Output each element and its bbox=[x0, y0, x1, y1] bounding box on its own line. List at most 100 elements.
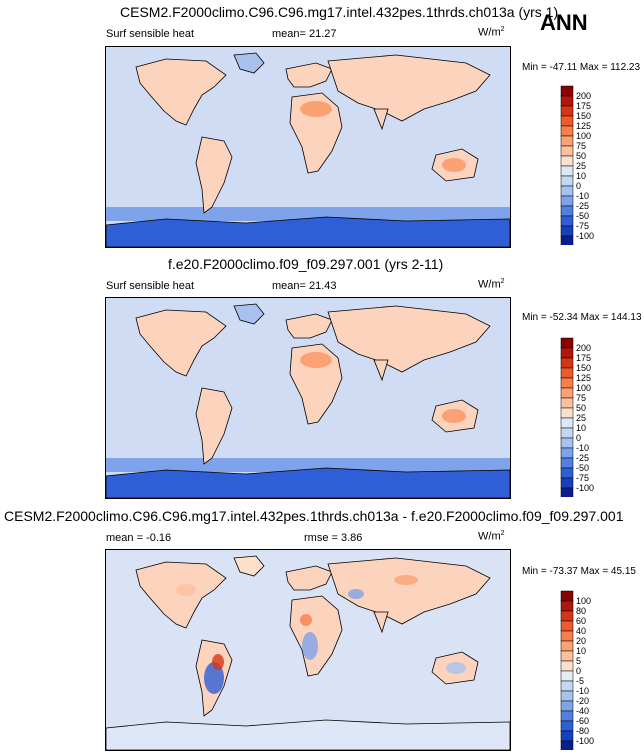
colorbar-tick-label: -50 bbox=[576, 463, 589, 473]
colorbar-box bbox=[560, 670, 574, 682]
panel2-variable-label: Surf sensible heat bbox=[106, 280, 195, 292]
colorbar-tick-label: 0 bbox=[576, 181, 581, 191]
colorbar-box bbox=[560, 467, 574, 479]
difference-anomaly bbox=[348, 589, 364, 599]
colorbar-tick-label: 50 bbox=[576, 151, 586, 161]
colorbar-box bbox=[560, 457, 574, 469]
colorbar-tick-label: -10 bbox=[576, 191, 589, 201]
colorbar-box bbox=[560, 590, 574, 602]
colorbar-tick-label: 75 bbox=[576, 141, 586, 151]
sahara-hotspot bbox=[300, 101, 332, 117]
colorbar-box bbox=[560, 630, 574, 642]
colorbar-tick-label: 100 bbox=[576, 131, 591, 141]
difference-anomaly bbox=[394, 575, 418, 585]
continent-shape bbox=[233, 52, 265, 74]
colorbar-tick-label: 0 bbox=[576, 666, 581, 676]
colorbar-tick-label: -10 bbox=[576, 443, 589, 453]
colorbar-box bbox=[560, 427, 574, 439]
colorbar-box bbox=[560, 155, 574, 167]
colorbar-tick-label: 175 bbox=[576, 353, 591, 363]
colorbar-box bbox=[560, 650, 574, 662]
panel3-map-svg bbox=[106, 550, 510, 750]
continent-shape bbox=[135, 58, 227, 126]
colorbar-tick-label: 175 bbox=[576, 101, 591, 111]
difference-anomaly bbox=[302, 632, 318, 660]
continent-shape bbox=[195, 387, 233, 465]
colorbar-box bbox=[560, 680, 574, 692]
colorbar-tick-label: 5 bbox=[576, 656, 581, 666]
colorbar-tick-label: -10 bbox=[576, 686, 589, 696]
colorbar-box bbox=[560, 105, 574, 117]
panel1-title: CESM2.F2000climo.C96.C96.mg17.intel.432p… bbox=[120, 4, 559, 20]
colorbar-tick-label: -75 bbox=[576, 221, 589, 231]
colorbar-tick-label: 75 bbox=[576, 393, 586, 403]
colorbar-box bbox=[560, 690, 574, 702]
panel3-mean-label: mean = -0.16 bbox=[106, 532, 172, 544]
colorbar-box bbox=[560, 377, 574, 389]
panel3-minmax: Min = -73.37 Max = 45.15 bbox=[522, 566, 636, 577]
panel3-rmse-label: rmse = 3.86 bbox=[304, 532, 363, 544]
colorbar-tick-label: 0 bbox=[576, 433, 581, 443]
colorbar-tick-label: -25 bbox=[576, 201, 589, 211]
colorbar-tick-label: 50 bbox=[576, 403, 586, 413]
colorbar-tick-label: 10 bbox=[576, 423, 586, 433]
colorbar-box bbox=[560, 417, 574, 429]
panel1-variable-label: Surf sensible heat bbox=[106, 28, 195, 40]
colorbar-tick-label: 100 bbox=[576, 596, 591, 606]
colorbar-box bbox=[560, 447, 574, 459]
colorbar-tick-label: -40 bbox=[576, 706, 589, 716]
colorbar-tick-label: 125 bbox=[576, 373, 591, 383]
continent-shape bbox=[106, 719, 510, 750]
colorbar-tick-label: -60 bbox=[576, 716, 589, 726]
australia-hotspot bbox=[442, 158, 466, 172]
panel1-mean-label: mean= 21.27 bbox=[272, 28, 337, 40]
colorbar-box bbox=[560, 600, 574, 612]
panel1-minmax: Min = -47.11 Max = 112.23 bbox=[522, 62, 641, 73]
colorbar-tick-label: -100 bbox=[576, 736, 594, 746]
continent-shape bbox=[106, 467, 510, 498]
colorbar-tick-label: 200 bbox=[576, 91, 591, 101]
colorbar-box bbox=[560, 95, 574, 107]
colorbar-tick-label: 60 bbox=[576, 616, 586, 626]
panel2-title: f.e20.F2000climo.f09_f09.297.001 (yrs 2-… bbox=[168, 256, 444, 272]
continent-shape bbox=[285, 313, 333, 339]
colorbar-box bbox=[560, 437, 574, 449]
colorbar-box bbox=[560, 337, 574, 349]
colorbar-tick-label: 40 bbox=[576, 626, 586, 636]
panel2-map-svg bbox=[106, 298, 510, 498]
colorbar-tick-label: 100 bbox=[576, 383, 591, 393]
colorbar-tick-label: -80 bbox=[576, 726, 589, 736]
continent-shape bbox=[285, 62, 333, 88]
colorbar-box bbox=[560, 730, 574, 742]
australia-hotspot bbox=[442, 409, 466, 423]
colorbar-tick-label: 25 bbox=[576, 413, 586, 423]
colorbar-box bbox=[560, 225, 574, 237]
colorbar-tick-label: -5 bbox=[576, 676, 584, 686]
colorbar-tick-label: 80 bbox=[576, 606, 586, 616]
colorbar-tick-label: 10 bbox=[576, 171, 586, 181]
colorbar-box bbox=[560, 640, 574, 652]
colorbar-box bbox=[560, 720, 574, 732]
colorbar-box bbox=[560, 185, 574, 197]
panel1-units-label: W/m2 bbox=[478, 26, 505, 39]
panel1-map-svg bbox=[106, 47, 510, 247]
difference-anomaly bbox=[446, 662, 466, 674]
colorbar-box bbox=[560, 347, 574, 359]
continent-shape bbox=[373, 108, 389, 131]
colorbar-box bbox=[560, 357, 574, 369]
colorbar-box bbox=[560, 610, 574, 622]
colorbar-tick-label: 10 bbox=[576, 646, 586, 656]
panel2-minmax: Min = -52.34 Max = 144.13 bbox=[522, 312, 642, 323]
colorbar-box bbox=[560, 700, 574, 712]
colorbar-tick-label: -50 bbox=[576, 211, 589, 221]
continent-shape bbox=[373, 611, 389, 634]
colorbar-tick-label: 125 bbox=[576, 121, 591, 131]
season-label: ANN bbox=[540, 10, 588, 35]
colorbar-box bbox=[560, 660, 574, 672]
panel3-units-label: W/m2 bbox=[478, 530, 505, 543]
colorbar-tick-label: -75 bbox=[576, 473, 589, 483]
colorbar-tick-label: 150 bbox=[576, 363, 591, 373]
colorbar-box bbox=[560, 477, 574, 489]
colorbar-box bbox=[560, 115, 574, 127]
colorbar-box bbox=[560, 125, 574, 137]
